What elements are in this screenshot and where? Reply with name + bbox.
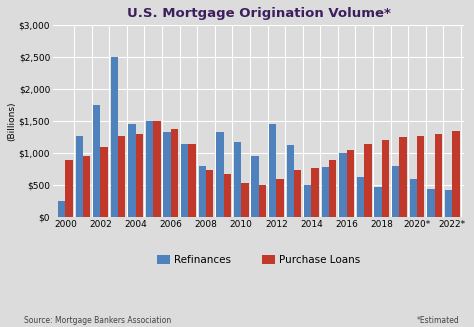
- Bar: [259, 185, 266, 217]
- Legend: Refinances, Purchase Loans: Refinances, Purchase Loans: [153, 251, 365, 269]
- Bar: [136, 134, 143, 217]
- Bar: [269, 124, 276, 217]
- Bar: [357, 178, 364, 217]
- Bar: [83, 156, 90, 217]
- Bar: [392, 166, 400, 217]
- Bar: [118, 135, 126, 217]
- Bar: [181, 144, 188, 217]
- Bar: [400, 137, 407, 217]
- Bar: [206, 170, 213, 217]
- Bar: [417, 135, 424, 217]
- Bar: [339, 153, 346, 217]
- Bar: [100, 147, 108, 217]
- Bar: [164, 132, 171, 217]
- Bar: [216, 132, 224, 217]
- Bar: [146, 121, 153, 217]
- Bar: [188, 144, 196, 217]
- Bar: [364, 144, 372, 217]
- Bar: [410, 179, 417, 217]
- Bar: [294, 170, 301, 217]
- Bar: [93, 105, 100, 217]
- Bar: [382, 140, 389, 217]
- Bar: [435, 134, 442, 217]
- Bar: [427, 189, 435, 217]
- Bar: [329, 160, 337, 217]
- Bar: [224, 174, 231, 217]
- Bar: [128, 124, 136, 217]
- Bar: [65, 160, 73, 217]
- Bar: [58, 201, 65, 217]
- Bar: [153, 121, 161, 217]
- Bar: [75, 135, 83, 217]
- Bar: [311, 168, 319, 217]
- Bar: [171, 129, 178, 217]
- Bar: [199, 166, 206, 217]
- Bar: [234, 142, 241, 217]
- Y-axis label: (Billions): (Billions): [7, 101, 16, 141]
- Bar: [445, 190, 452, 217]
- Bar: [374, 187, 382, 217]
- Bar: [452, 131, 460, 217]
- Bar: [322, 166, 329, 217]
- Bar: [241, 183, 248, 217]
- Text: Source: Mortgage Bankers Association: Source: Mortgage Bankers Association: [24, 316, 171, 325]
- Bar: [110, 57, 118, 217]
- Bar: [304, 185, 311, 217]
- Bar: [346, 150, 354, 217]
- Bar: [286, 145, 294, 217]
- Title: U.S. Mortgage Origination Volume*: U.S. Mortgage Origination Volume*: [127, 7, 391, 20]
- Bar: [251, 156, 259, 217]
- Text: *Estimated: *Estimated: [417, 316, 460, 325]
- Bar: [276, 179, 284, 217]
